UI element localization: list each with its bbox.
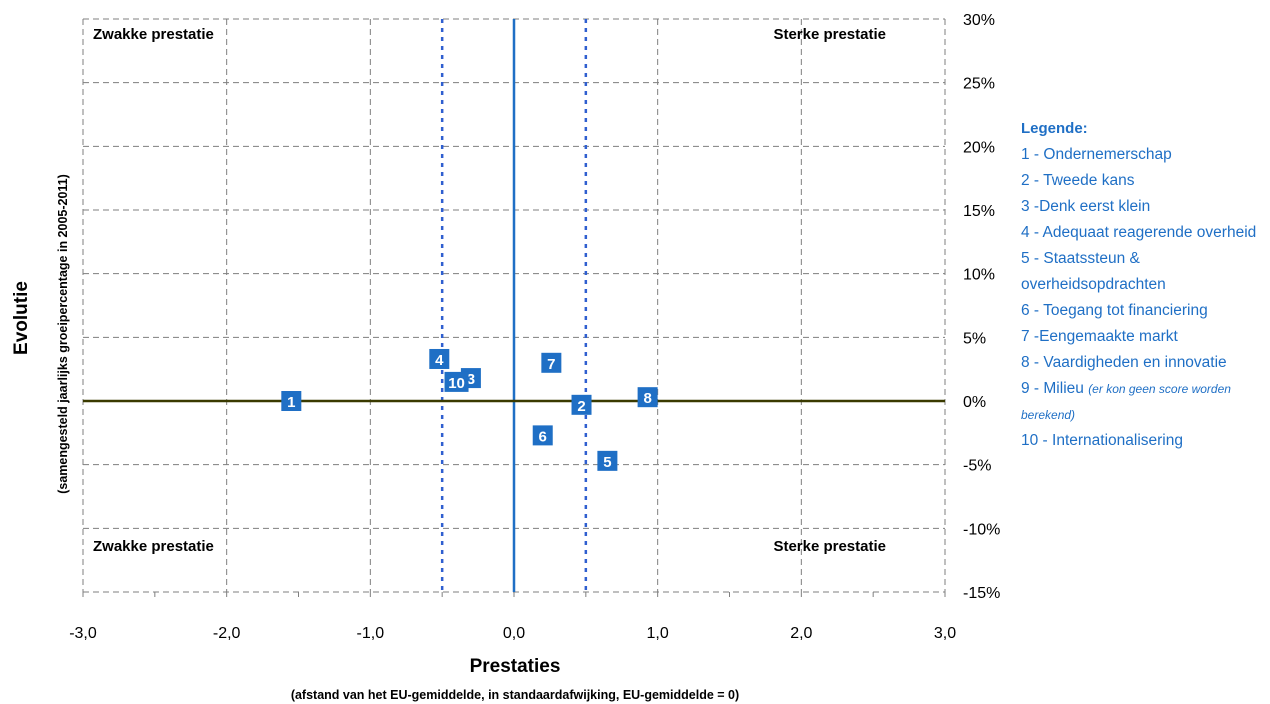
data-point-marker — [637, 387, 658, 408]
legend-item: 6 - Toegang tot financiering — [1021, 298, 1270, 324]
quadrant-label-top-right: Sterke prestatie — [773, 26, 886, 43]
legend-item: 5 - Staatssteun & overheidsopdrachten — [1021, 246, 1270, 298]
legend-item: 3 -Denk eerst klein — [1021, 194, 1270, 220]
y-tick-label: 25% — [963, 76, 995, 93]
legend-item-label: 1 - Ondernemerschap — [1021, 146, 1172, 163]
y-tick-label: -5% — [963, 458, 991, 475]
y-tick-label: 10% — [963, 267, 995, 284]
legend-items: 1 - Ondernemerschap 2 - Tweede kans 3 -Den… — [1021, 142, 1270, 454]
x-axis-title: Prestaties — [470, 656, 561, 677]
data-point: 2 — [571, 394, 592, 415]
data-point-label: 3 — [467, 371, 475, 388]
legend-item-label: 4 - Adequaat reagerende overheid — [1021, 224, 1257, 241]
legend-item-label: 2 - Tweede kans — [1021, 172, 1135, 189]
legend-item-label: 10 - Internationalisering — [1021, 432, 1183, 449]
data-point: 7 — [541, 352, 562, 373]
x-tick-label: 2,0 — [790, 625, 812, 642]
data-point-label: 1 — [287, 394, 295, 411]
legend-item-label: 6 - Toegang tot financiering — [1021, 302, 1208, 319]
legend-item-label: 5 - Staatssteun & overheidsopdrachten — [1021, 250, 1166, 293]
y-tick-label: -15% — [963, 585, 1000, 602]
quadrant-label-top-left: Zwakke prestatie — [93, 26, 214, 43]
x-tick-label: -3,0 — [69, 625, 97, 642]
x-tick-label: -2,0 — [213, 625, 241, 642]
legend-item: 4 - Adequaat reagerende overheid — [1021, 220, 1270, 246]
legend-item: 7 -Eengemaakte markt — [1021, 324, 1270, 350]
y-axis-subtitle: (samengesteld jaarlijks groeipercentage … — [56, 174, 70, 494]
y-tick-label: 20% — [963, 139, 995, 156]
data-point-marker — [532, 425, 553, 446]
y-tick-label: 0% — [963, 394, 986, 411]
x-tick-labels: -3,0 -2,0 -1,0 0,0 1,0 2,0 3,0 — [69, 625, 956, 642]
data-point-marker — [281, 391, 302, 411]
quadrant-label-bottom-right: Sterke prestatie — [773, 538, 886, 555]
x-axis-subtitle: (afstand van het EU-gemiddelde, in stand… — [291, 688, 739, 702]
data-point: 10 — [444, 371, 469, 392]
data-point-label: 10 — [448, 375, 465, 392]
quadrant-label-bottom-left: Zwakke prestatie — [93, 538, 214, 555]
data-point: 8 — [637, 387, 658, 408]
x-tick-label: -1,0 — [357, 625, 385, 642]
x-tick-label: 3,0 — [934, 625, 956, 642]
x-tick-label: 0,0 — [503, 625, 525, 642]
data-point: 4 — [429, 348, 450, 369]
data-point-marker — [541, 352, 562, 373]
y-tick-label: 5% — [963, 330, 986, 347]
data-point-label: 8 — [643, 390, 651, 407]
y-tick-label: 30% — [963, 12, 995, 29]
legend-item: 10 - Internationalisering — [1021, 428, 1270, 454]
data-point: 5 — [597, 450, 618, 471]
legend-item-label: 9 - Milieu — [1021, 380, 1089, 397]
data-point-label: 5 — [603, 454, 611, 471]
legend-title: Legende: — [1021, 120, 1088, 137]
legend-item: 9 - Milieu (er kon geen score worden ber… — [1021, 376, 1270, 428]
data-point-marker — [429, 348, 450, 369]
y-axis-title: Evolutie — [11, 281, 32, 355]
y-tick-labels: 30% 25% 20% 15% 10% 5% 0% -5% -10% -15% — [963, 12, 1000, 602]
legend-item-label: 3 -Denk eerst klein — [1021, 198, 1151, 215]
legend-item: 1 - Ondernemerschap — [1021, 142, 1270, 168]
legend-item: 8 - Vaardigheden en innovatie — [1021, 350, 1270, 376]
y-tick-label: 15% — [963, 203, 995, 220]
legend: Legende: 1 - Ondernemerschap 2 - Tweede k… — [1021, 116, 1270, 454]
legend-item: 2 - Tweede kans — [1021, 168, 1270, 194]
legend-item-note: (er kon geen score worden berekend) — [1021, 382, 1231, 422]
data-point-marker — [597, 450, 618, 471]
legend-item-label: 7 -Eengemaakte markt — [1021, 328, 1178, 345]
data-point-label: 4 — [435, 352, 444, 369]
data-point: 1 — [281, 391, 302, 411]
data-point-marker — [571, 394, 592, 415]
data-point-label: 2 — [577, 398, 585, 415]
reference-lines — [83, 19, 945, 592]
y-tick-label: -10% — [963, 521, 1000, 538]
x-tick-label: 1,0 — [647, 625, 669, 642]
legend-item-label: 8 - Vaardigheden en innovatie — [1021, 354, 1227, 371]
data-points: 1 2 3 4 5 6 7 8 10 — [281, 348, 658, 471]
data-point-marker — [444, 371, 469, 392]
data-point-label: 6 — [539, 428, 547, 445]
data-point: 6 — [532, 425, 553, 446]
data-point-label: 7 — [547, 356, 555, 373]
